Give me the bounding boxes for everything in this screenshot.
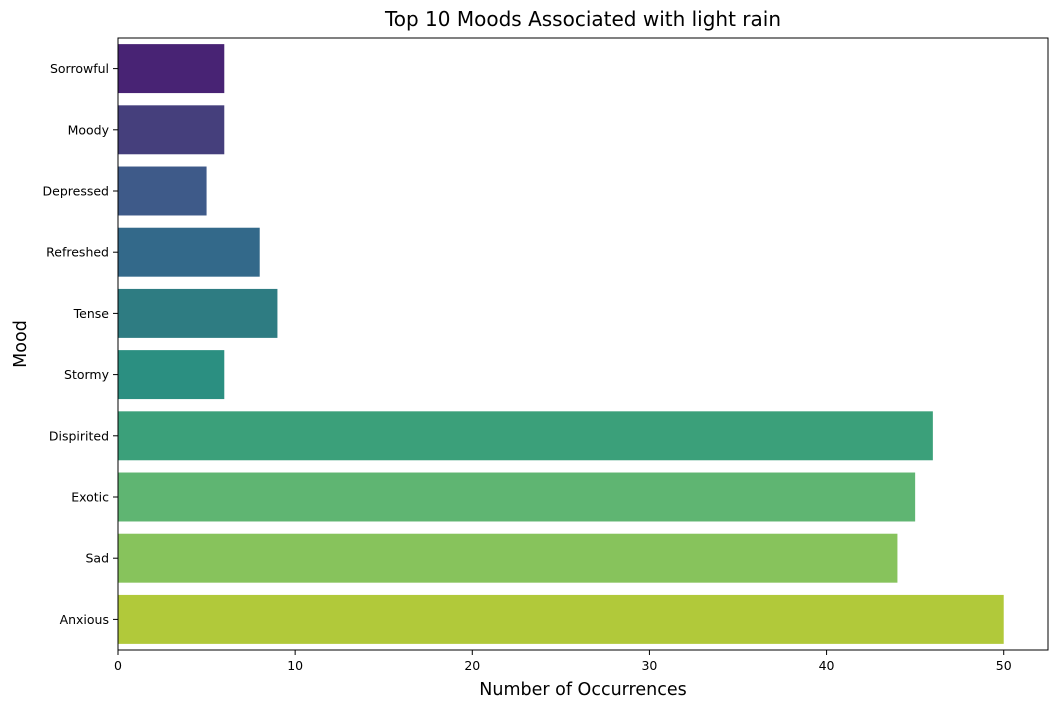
bar (118, 166, 207, 216)
bar (118, 472, 916, 522)
y-axis-ticks: Sorrowful Moody Depressed Refreshed Tense Sto… (43, 61, 118, 627)
bar (118, 350, 225, 400)
x-tick-label: 30 (641, 658, 657, 673)
y-tick-label: Dispirited (49, 428, 109, 443)
y-tick-label: Sorrowful (50, 61, 109, 76)
bar (118, 44, 225, 94)
y-tick-label: Moody (68, 122, 110, 137)
bar (118, 288, 278, 338)
x-tick-label: 10 (287, 658, 303, 673)
y-tick-label: Sad (85, 551, 109, 566)
x-axis-title: Number of Occurrences (479, 680, 686, 700)
y-tick-label: Tense (73, 306, 110, 321)
bar (118, 594, 1004, 644)
bar (118, 227, 260, 277)
x-axis-ticks: 0 10 20 30 40 50 (114, 650, 1012, 673)
x-tick-label: 50 (996, 658, 1012, 673)
chart-title: Top 10 Moods Associated with light rain (384, 7, 781, 31)
y-axis-title: Mood (11, 320, 31, 368)
bar (118, 105, 225, 155)
y-tick-label: Refreshed (46, 245, 109, 260)
y-tick-label: Depressed (43, 184, 109, 199)
y-tick-label: Exotic (71, 490, 109, 505)
bar (118, 411, 933, 461)
bar (118, 533, 898, 583)
plot-frame (117, 37, 1049, 651)
y-tick-label: Stormy (64, 367, 110, 382)
x-tick-label: 0 (114, 658, 122, 673)
bars-group (118, 44, 1004, 644)
x-tick-label: 20 (464, 658, 480, 673)
x-tick-label: 40 (819, 658, 835, 673)
y-tick-label: Anxious (60, 612, 109, 627)
